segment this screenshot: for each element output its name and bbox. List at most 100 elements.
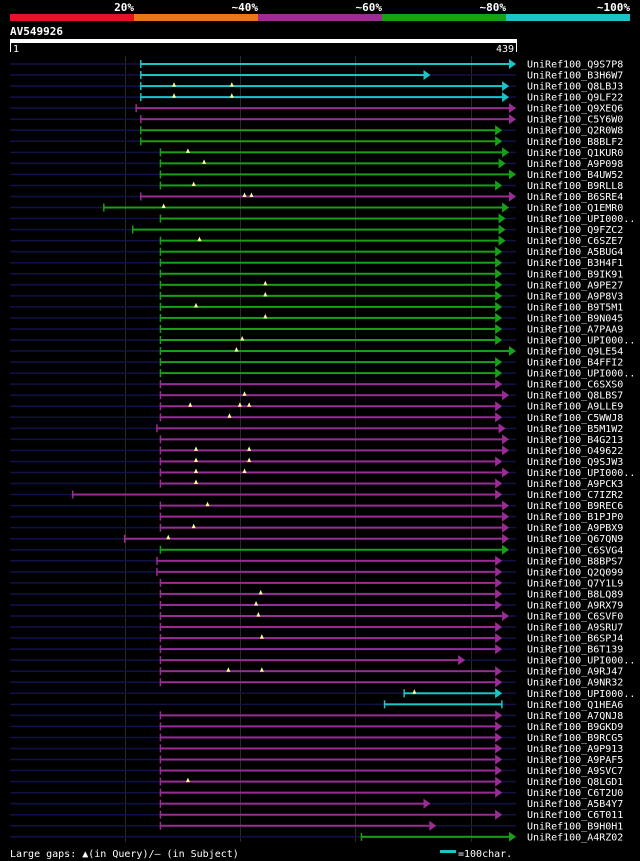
hit-row[interactable]: UniRef100_A9RJ47 xyxy=(10,666,623,678)
hit-row[interactable]: UniRef100_UPI000.. xyxy=(10,467,635,479)
hit-row[interactable]: UniRef100_B3H6W7 xyxy=(10,70,623,82)
hit-row[interactable]: UniRef100_O49622 xyxy=(10,445,623,457)
hit-arrow xyxy=(495,268,503,279)
hit-segment xyxy=(160,449,503,452)
hit-label: UniRef100_B9N045 xyxy=(527,313,623,324)
hit-row[interactable]: UniRef100_UPI000.. xyxy=(10,688,635,700)
hit-row[interactable]: UniRef100_B8BLF2 xyxy=(10,136,623,148)
hit-row[interactable]: UniRef100_C6SXS0 xyxy=(10,379,623,391)
hit-row[interactable]: UniRef100_A9P913 xyxy=(10,743,623,755)
hit-row[interactable]: UniRef100_B6SPJ4 xyxy=(10,633,623,645)
hit-row[interactable]: UniRef100_A7QNJ8 xyxy=(10,710,623,722)
legend-label-80: ~80% xyxy=(480,1,507,14)
hit-row[interactable]: UniRef100_B4UW52 xyxy=(10,169,623,181)
hit-row[interactable]: UniRef100_A5B4Y7 xyxy=(10,798,623,811)
hit-start-tick xyxy=(159,501,162,510)
hit-row[interactable]: UniRef100_Q1HEA6 xyxy=(10,700,623,711)
hit-row[interactable]: UniRef100_B5M1W2 xyxy=(10,423,623,435)
hit-row[interactable]: UniRef100_B6T139 xyxy=(10,644,623,656)
hit-label: UniRef100_A5B4Y7 xyxy=(527,799,623,810)
hit-start-tick xyxy=(156,556,158,565)
hit-row[interactable]: UniRef100_C6SVF0 xyxy=(10,611,623,623)
hit-row[interactable]: UniRef100_B9RLL8 xyxy=(10,180,623,192)
hit-start-tick xyxy=(159,291,162,300)
hit-row[interactable]: UniRef100_B4FFI2 xyxy=(10,357,623,369)
hit-segment xyxy=(160,250,496,253)
hit-row[interactable]: UniRef100_A9P098 xyxy=(10,158,623,170)
hit-label: UniRef100_A9NR32 xyxy=(527,678,623,689)
hit-row[interactable]: UniRef100_Q9FZC2 xyxy=(10,224,623,237)
gap-marker xyxy=(193,302,198,308)
gap-marker xyxy=(202,159,207,164)
gap-marker xyxy=(226,667,231,672)
hit-row[interactable]: UniRef100_B9RCG5 xyxy=(10,732,623,744)
hit-row[interactable]: UniRef100_C6T2U0 xyxy=(10,787,623,800)
hit-row[interactable]: UniRef100_B9N045 xyxy=(10,312,623,325)
hit-row[interactable]: UniRef100_A9PCK3 xyxy=(10,478,623,491)
gap-marker xyxy=(166,534,171,540)
hit-row[interactable]: UniRef100_B6SRE4 xyxy=(10,191,623,203)
hit-row[interactable]: UniRef100_A7PAA9 xyxy=(10,323,623,336)
hit-start-tick xyxy=(159,578,162,587)
hit-row[interactable]: UniRef100_UPI000.. xyxy=(10,335,635,347)
hit-row[interactable]: UniRef100_A9SVC7 xyxy=(10,765,623,778)
hit-row[interactable]: UniRef100_B1PJP0 xyxy=(10,511,623,524)
hit-row[interactable]: UniRef100_C5Y6W0 xyxy=(10,114,623,126)
hit-row[interactable]: UniRef100_Q2R0W8 xyxy=(10,125,623,137)
hit-row[interactable]: UniRef100_B3H4F1 xyxy=(10,257,623,270)
hit-row[interactable]: UniRef100_B9IK91 xyxy=(10,268,623,281)
hit-row[interactable]: UniRef100_C6SVG4 xyxy=(10,544,623,557)
hit-row[interactable]: UniRef100_B9REC6 xyxy=(10,500,623,512)
hit-label: UniRef100_Q9FZC2 xyxy=(527,225,623,236)
hit-row[interactable]: UniRef100_Q1EMR0 xyxy=(10,202,623,215)
hit-row[interactable]: UniRef100_A9PBX9 xyxy=(10,522,623,535)
hit-row[interactable]: UniRef100_UPI000.. xyxy=(10,655,635,667)
hit-label: UniRef100_A9RX79 xyxy=(527,600,623,611)
hit-row[interactable]: UniRef100_Q8LGD1 xyxy=(10,776,623,789)
hit-row[interactable]: UniRef100_A5BUG4 xyxy=(10,246,623,259)
hit-row[interactable]: UniRef100_C5WWJ8 xyxy=(10,412,623,424)
hit-row[interactable]: UniRef100_Q9XEQ6 xyxy=(10,103,623,115)
hit-row[interactable]: UniRef100_Q9LE54 xyxy=(10,346,623,358)
hit-row[interactable]: UniRef100_Q9SJW3 xyxy=(10,456,623,468)
hit-row[interactable]: UniRef100_B9T5M1 xyxy=(10,301,623,314)
hit-start-tick xyxy=(159,313,162,322)
hit-row[interactable]: UniRef100_UPI000.. xyxy=(10,213,635,226)
hit-row[interactable]: UniRef100_A9NR32 xyxy=(10,677,623,689)
hit-row[interactable]: UniRef100_C6T011 xyxy=(10,809,623,822)
hit-label: UniRef100_B3H4F1 xyxy=(527,258,623,269)
hit-row[interactable]: UniRef100_Q9LF22 xyxy=(10,92,623,104)
hit-arrow xyxy=(495,776,503,787)
hit-row[interactable]: UniRef100_A9PAF5 xyxy=(10,754,623,767)
hit-row[interactable]: UniRef100_A9P8V3 xyxy=(10,290,623,303)
hit-row[interactable]: UniRef100_B4G213 xyxy=(10,434,623,446)
hit-segment xyxy=(160,626,496,629)
hit-row[interactable]: UniRef100_A9LLE9 xyxy=(10,401,623,413)
hit-start-tick xyxy=(159,435,162,444)
hit-row[interactable]: UniRef100_B9GKD9 xyxy=(10,721,623,733)
hit-arrow xyxy=(502,611,510,621)
hit-label: UniRef100_C6SXS0 xyxy=(527,380,623,391)
hit-row[interactable]: UniRef100_Q7Y1L9 xyxy=(10,577,623,590)
hit-row[interactable]: UniRef100_B8BPS7 xyxy=(10,555,623,568)
hit-row[interactable]: UniRef100_C7IZR2 xyxy=(10,489,623,502)
hit-row[interactable]: UniRef100_Q8LBJ3 xyxy=(10,81,623,93)
hit-row[interactable]: UniRef100_Q67QN9 xyxy=(10,533,623,546)
hit-row[interactable]: UniRef100_A9RX79 xyxy=(10,599,623,612)
hit-arrow xyxy=(495,566,503,577)
hit-row[interactable]: UniRef100_C6SZE7 xyxy=(10,235,623,248)
hit-row[interactable]: UniRef100_UPI000.. xyxy=(10,368,635,380)
scale-label: =100char. xyxy=(458,849,512,860)
hit-row[interactable]: UniRef100_Q9S7P8 xyxy=(10,59,623,71)
hit-row[interactable]: UniRef100_B9H0H1 xyxy=(10,820,623,833)
hit-row[interactable]: UniRef100_A9PE27 xyxy=(10,279,623,292)
hit-row[interactable]: UniRef100_Q8LBS7 xyxy=(10,390,623,402)
hit-label: UniRef100_C6T011 xyxy=(527,810,623,821)
hit-row[interactable]: UniRef100_A9SRU7 xyxy=(10,622,623,634)
hit-row[interactable]: UniRef100_B8LQ89 xyxy=(10,588,623,601)
hit-row[interactable]: UniRef100_Q2Q099 xyxy=(10,566,623,579)
hit-row[interactable]: UniRef100_Q1KUR0 xyxy=(10,147,623,159)
hit-row[interactable]: UniRef100_A4RZ02 xyxy=(10,831,623,844)
hit-segment xyxy=(160,350,509,353)
